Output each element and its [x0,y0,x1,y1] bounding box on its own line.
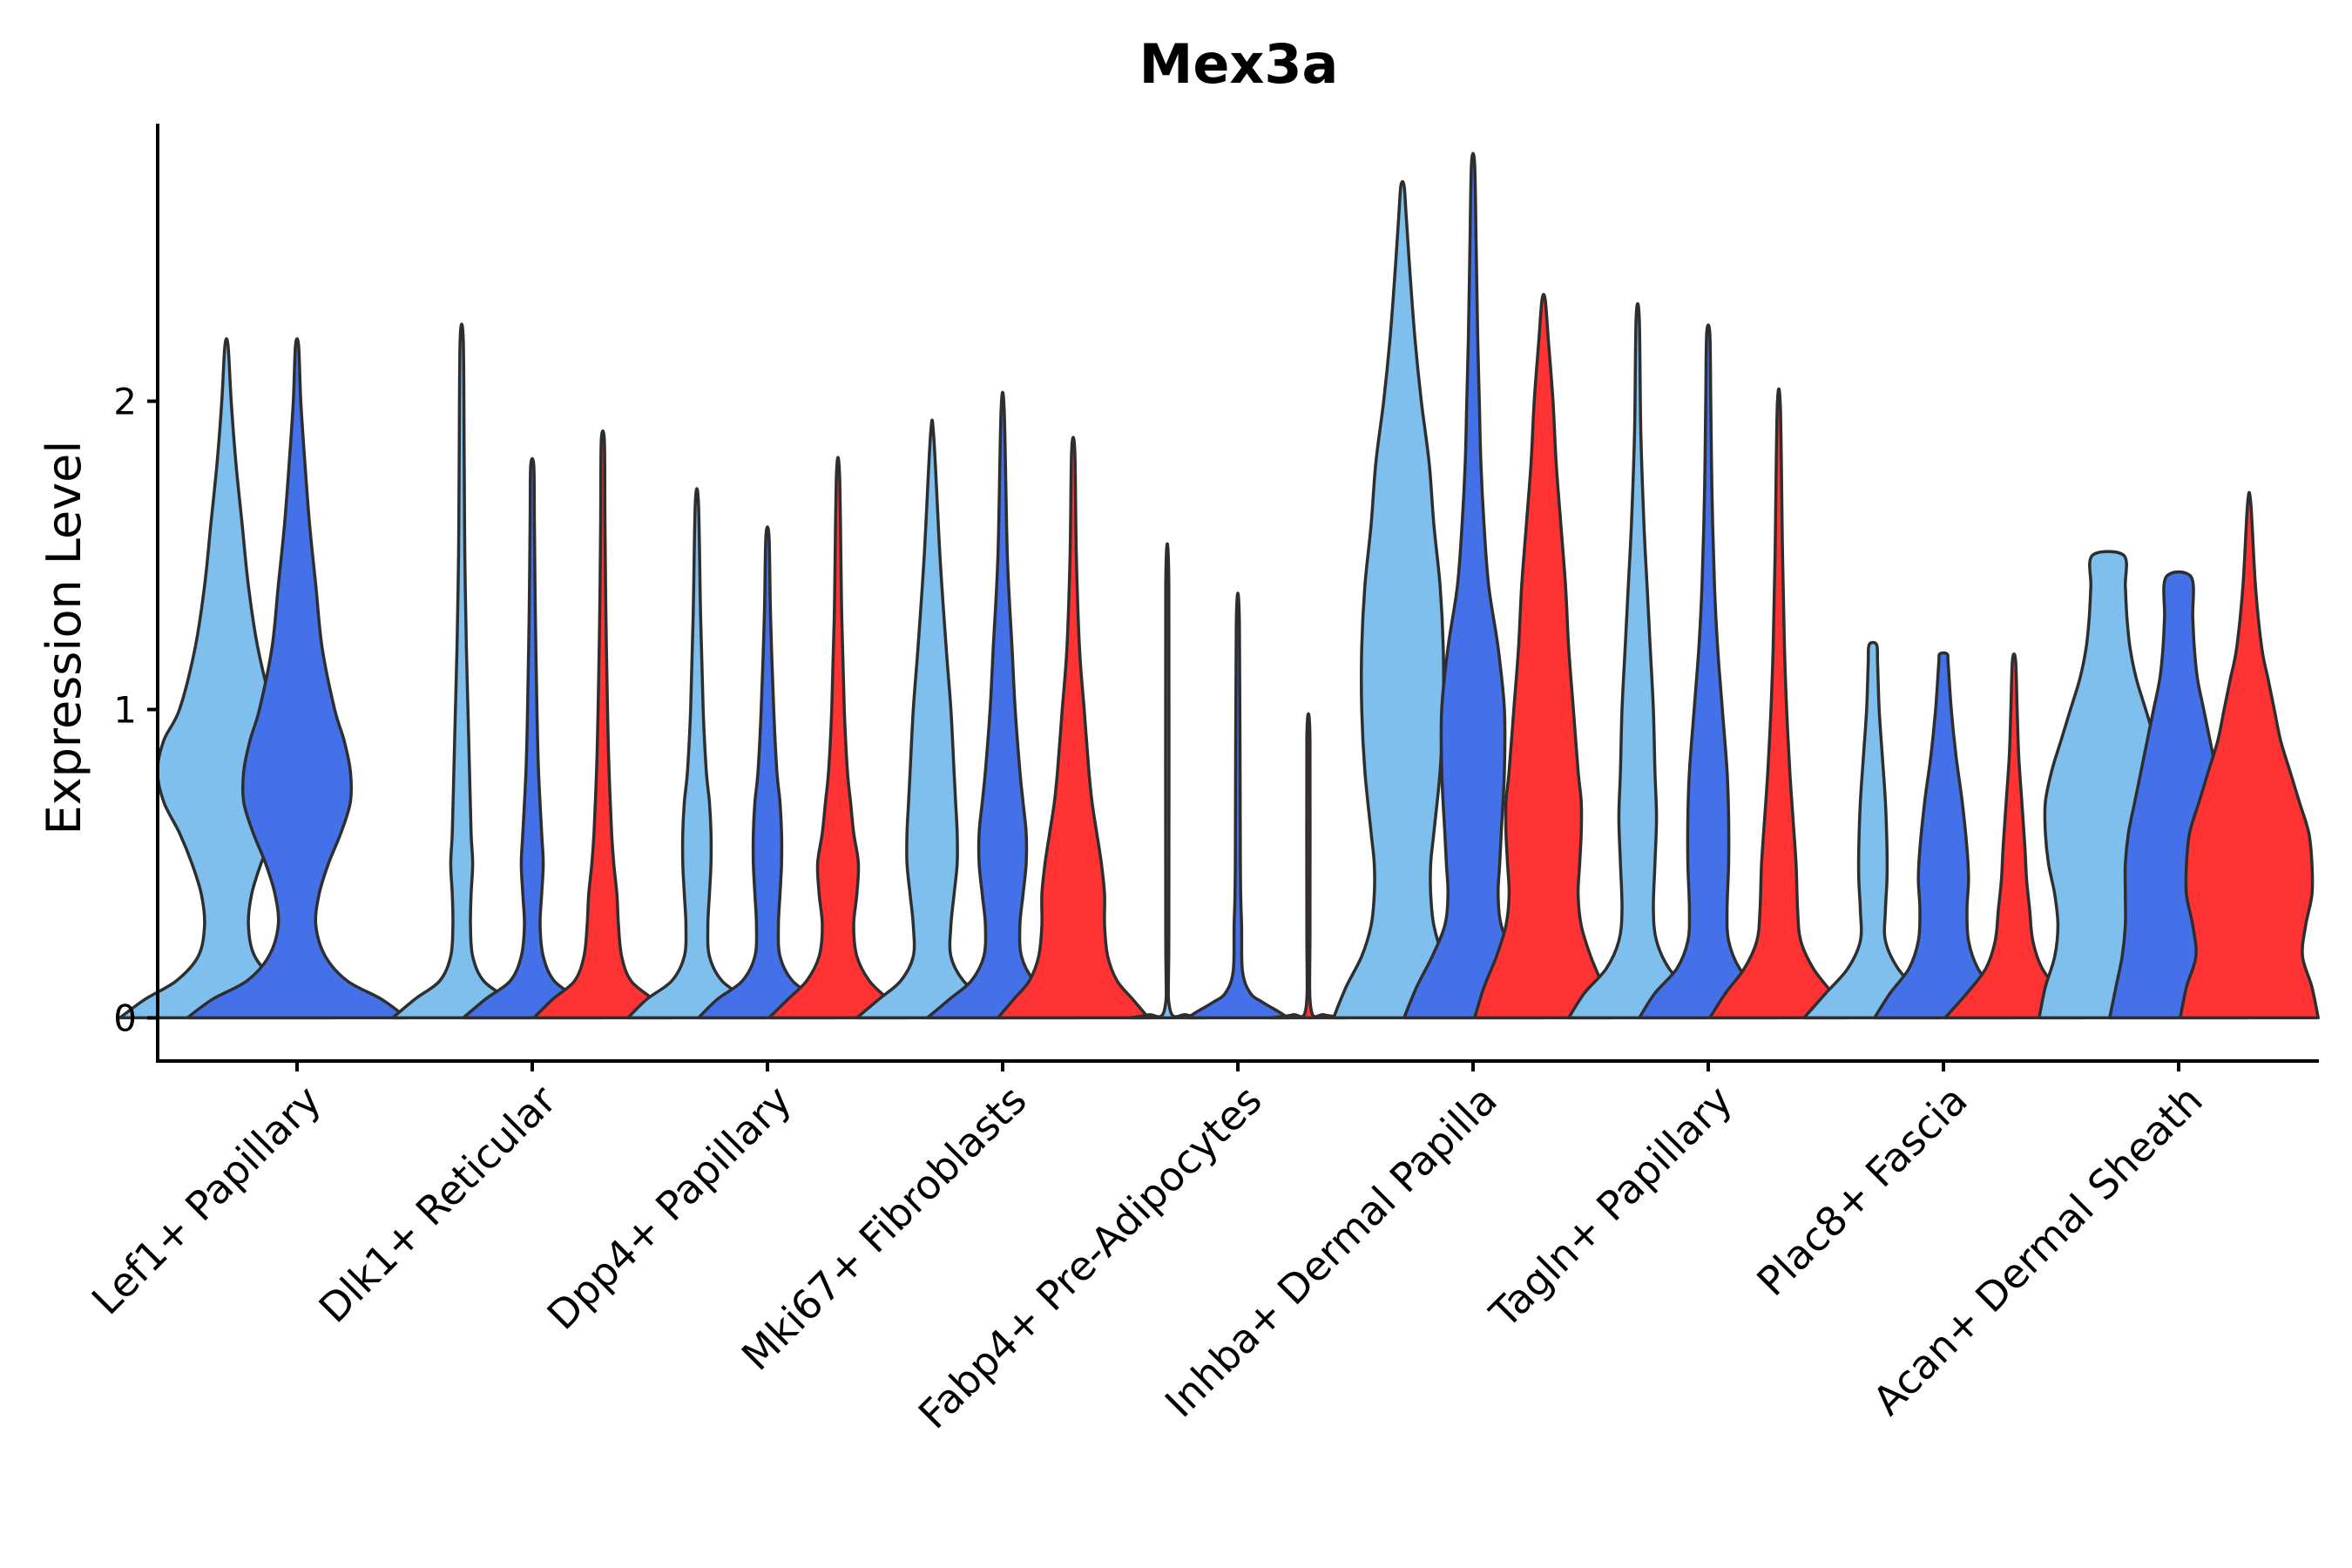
violins-layer [118,152,2320,1020]
chart-title: Mex3a [1139,32,1339,96]
x-tick-label: Plac8+ Fascia [1747,1077,1976,1305]
violin-1-1 [462,456,603,1020]
violin-1-2 [532,429,673,1020]
violin-6-0 [1567,301,1708,1020]
violin-3-0 [855,418,1010,1020]
violin-2-2 [767,456,909,1020]
violin-8-2 [2179,490,2320,1020]
x-tick-label: Dlk1+ Reticular [310,1077,565,1332]
y-tick-label: 1 [113,689,137,732]
x-tick-label: Tagln+ Papillary [1480,1077,1741,1338]
violin-5-2 [1473,293,1614,1020]
violin-7-2 [1943,652,2085,1020]
violin-7-0 [1802,640,1943,1020]
violin-1-0 [391,322,532,1020]
violin-2-1 [697,525,838,1020]
x-tick-label: Dpp4+ Papillary [538,1077,801,1339]
violin-3-1 [925,390,1080,1020]
x-tick-label: Lef1+ Papillary [83,1077,330,1324]
violin-6-1 [1638,323,1779,1020]
y-ticks: 0 1 2 [113,381,158,1039]
violin-3-2 [996,436,1151,1020]
violin-4-2 [1269,712,1348,1020]
violin-0-0 [118,337,335,1020]
violin-5-0 [1332,179,1473,1020]
violin-2-0 [626,487,767,1020]
violin-7-1 [1873,651,2014,1020]
y-tick-label: 0 [113,997,137,1039]
violin-0-1 [186,337,409,1020]
violin-4-1 [1186,591,1290,1020]
y-tick-label: 2 [113,381,137,423]
violin-5-1 [1402,152,1544,1020]
violin-6-2 [1708,387,1849,1020]
y-axis-label: Expression Level [37,441,91,835]
violin-4-0 [1128,542,1206,1020]
